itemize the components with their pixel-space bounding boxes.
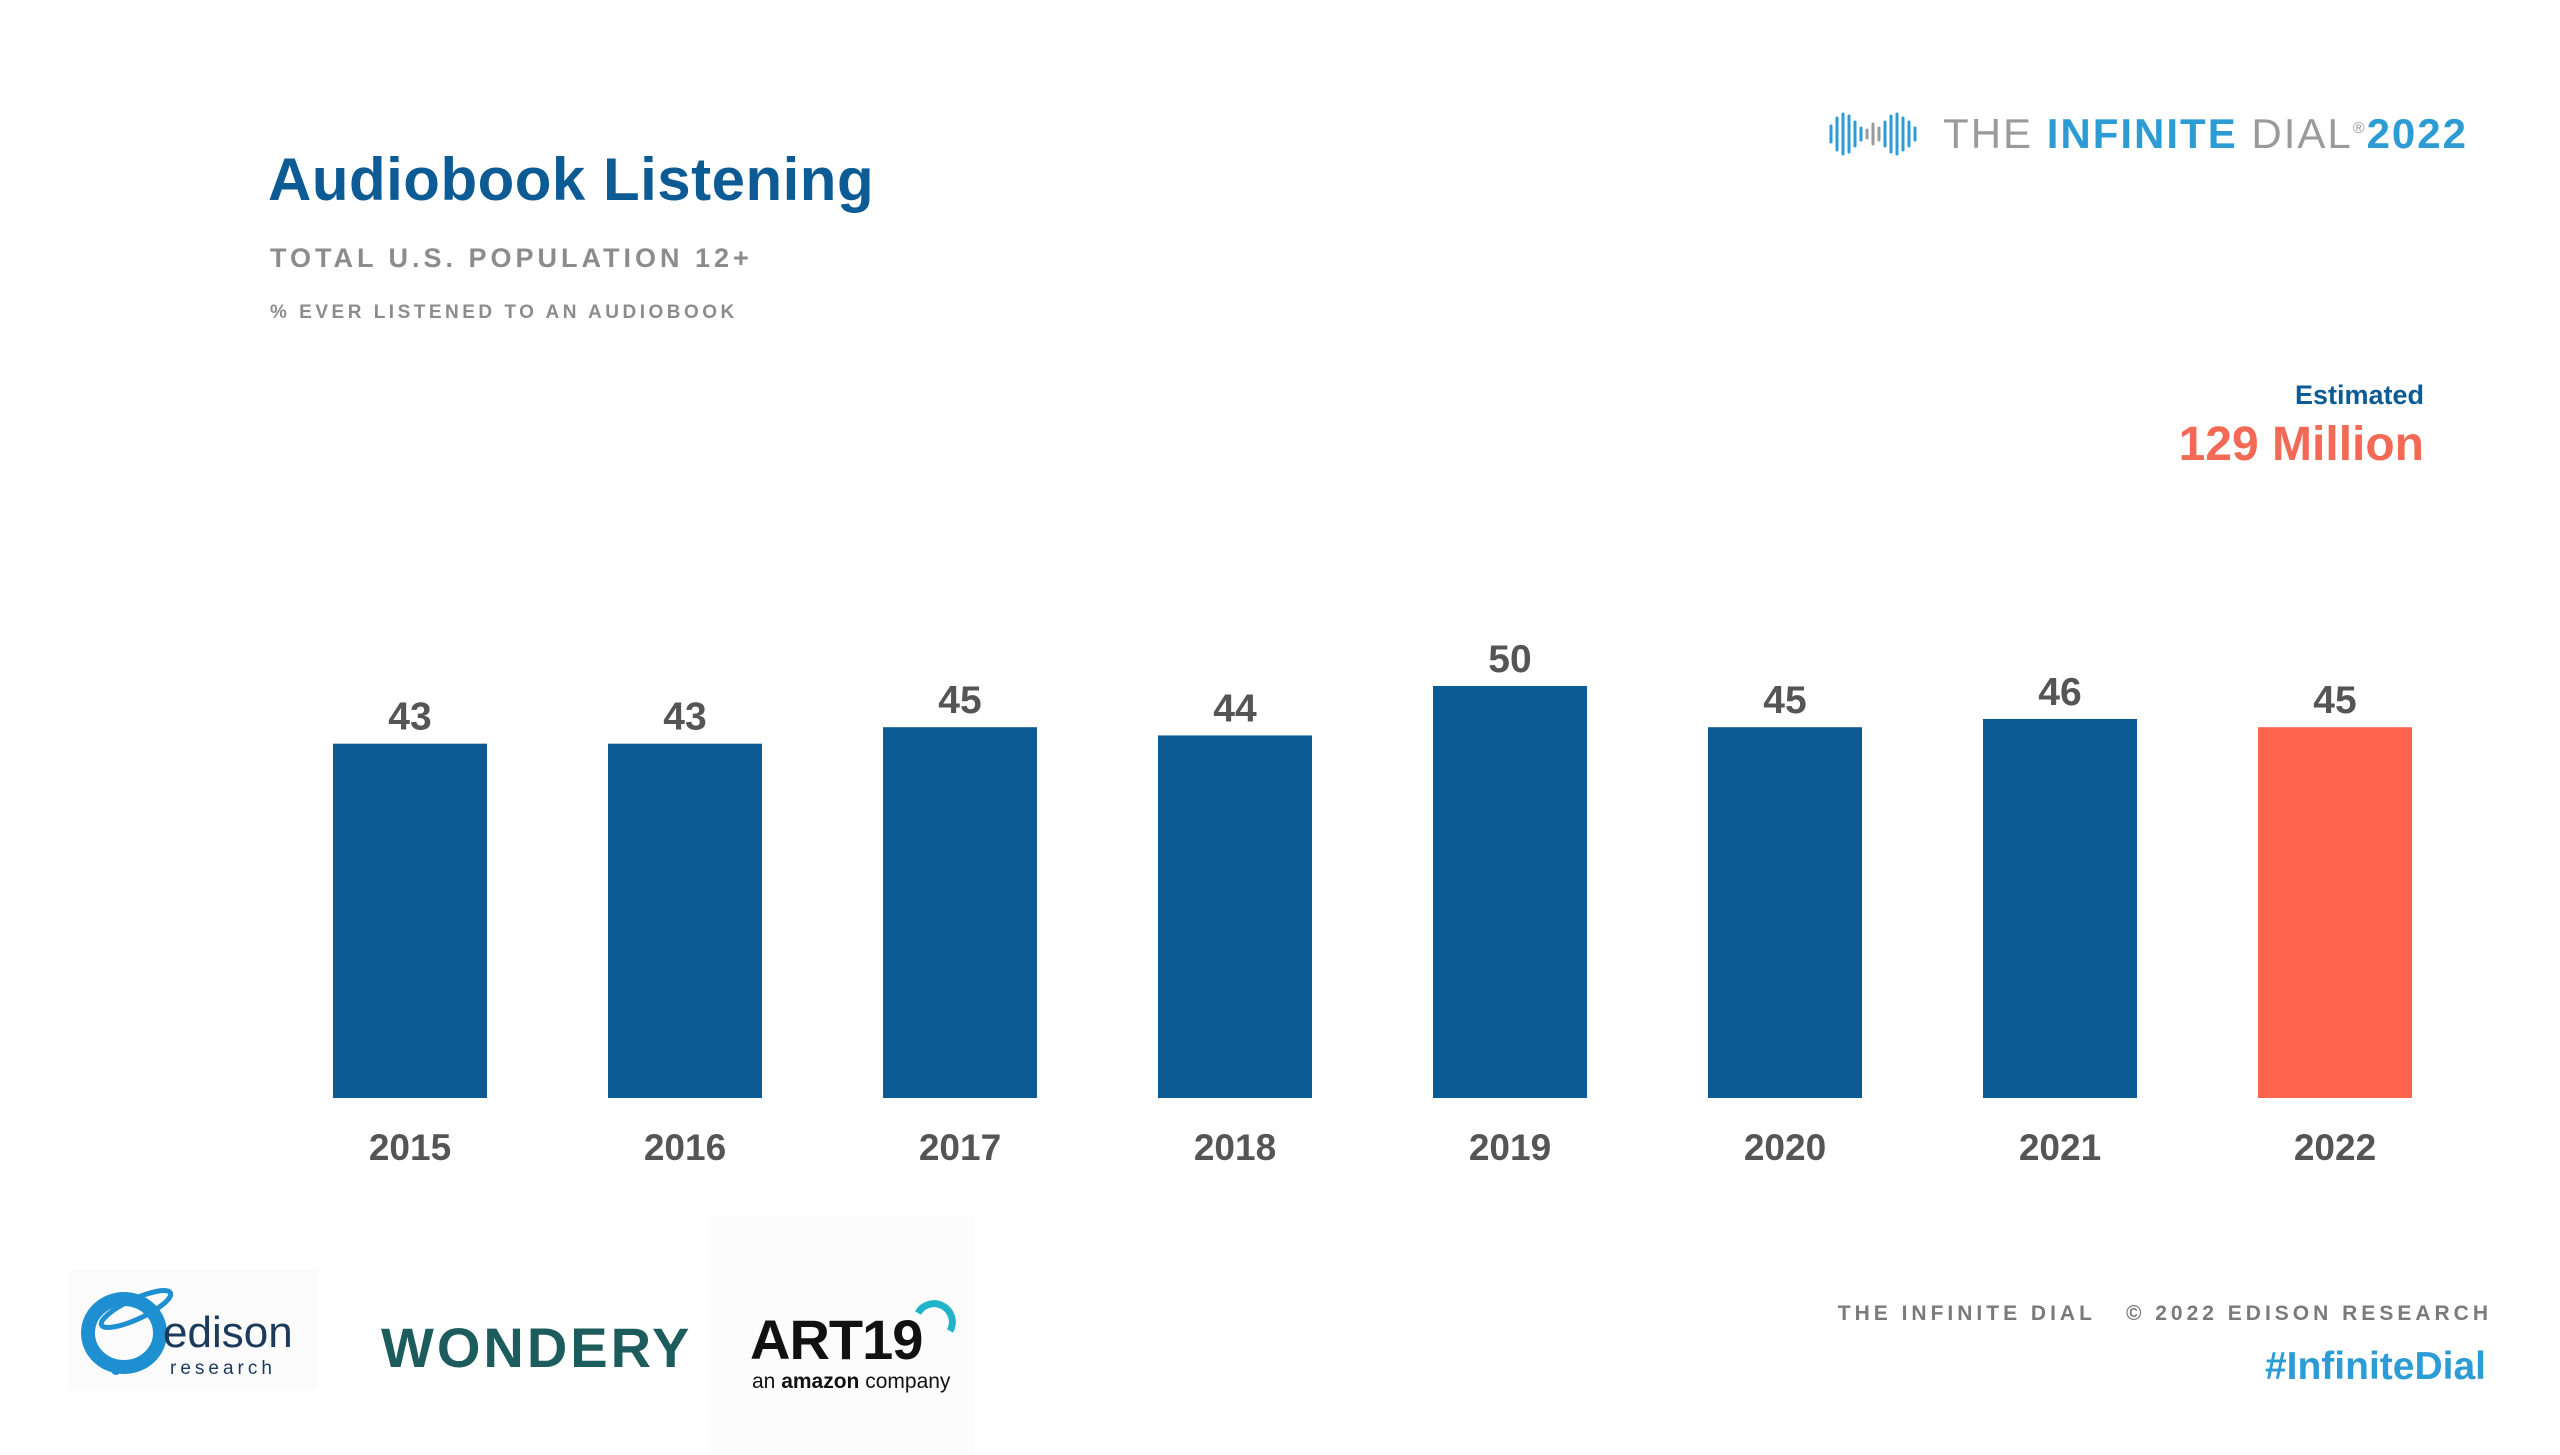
bar-2021 (1983, 718, 2137, 1098)
hashtag-link[interactable]: #InfiniteDial (2264, 1345, 2486, 1388)
art19-wordmark: ART19 (750, 1308, 923, 1371)
edison-subtext: research (170, 1358, 276, 1379)
infinite-dial-logo: THE INFINITE DIAL®2022 (1825, 104, 2468, 164)
estimate-label: Estimated (2294, 380, 2424, 410)
footer-copyright: © 2022 EDISON RESEARCH (2125, 1302, 2492, 1325)
bar-value-label-2020: 45 (1763, 679, 1806, 722)
edison-swirl-icon (81, 1288, 174, 1375)
x-tick-label-2019: 2019 (1469, 1127, 1551, 1168)
x-tick-label-2018: 2018 (1194, 1127, 1276, 1168)
bar-2015 (333, 743, 487, 1098)
bar-2020 (1708, 727, 1862, 1098)
estimate-callout: Estimated 129 Million (2179, 380, 2424, 472)
x-tick-label-2017: 2017 (919, 1127, 1001, 1168)
edison-wordmark: edison (163, 1308, 293, 1357)
chart-subtitle: TOTAL U.S. POPULATION 12+ (270, 243, 753, 273)
x-tick-label-2015: 2015 (369, 1127, 451, 1168)
x-tick-label-2022: 2022 (2294, 1127, 2376, 1168)
infinite-dial-icon (1829, 112, 1917, 156)
bar-value-label-2019: 50 (1488, 638, 1531, 681)
x-tick-label-2020: 2020 (1744, 1127, 1826, 1168)
edison-research-logo: edison research (68, 1270, 318, 1390)
art19-logo: ART19 an amazon company (710, 1215, 975, 1455)
x-tick-label-2021: 2021 (2019, 1127, 2101, 1168)
x-tick-label-2016: 2016 (644, 1127, 726, 1168)
bar-value-label-2021: 46 (2038, 671, 2081, 714)
bar-2018 (1158, 735, 1312, 1098)
bar-value-label-2015: 43 (388, 696, 431, 739)
art19-signal-icon (914, 1300, 956, 1333)
bar-2022 (2258, 727, 2412, 1098)
footer-credits: THE INFINITE DIAL © 2022 EDISON RESEARCH (1838, 1302, 2492, 1326)
bar-2019 (1433, 686, 1587, 1098)
wondery-logo: WONDERY (381, 1316, 693, 1379)
bar-value-label-2016: 43 (663, 696, 706, 739)
page-title: Audiobook Listening (268, 146, 875, 213)
infinite-dial-wordmark: THE INFINITE DIAL®2022 (1943, 110, 2468, 157)
bar-2017 (883, 727, 1037, 1098)
bar-value-label-2017: 45 (938, 679, 981, 722)
bar-value-label-2018: 44 (1213, 687, 1257, 730)
sponsor-logos: edison research WONDERY ART19 an amazon … (68, 1215, 988, 1455)
bar-value-label-2022: 45 (2313, 679, 2356, 722)
estimate-value: 129 Million (2178, 418, 2424, 471)
art19-subtext: an amazon company (752, 1370, 951, 1393)
bar-2016 (608, 743, 762, 1098)
footer-left: THE INFINITE DIAL (1837, 1302, 2096, 1325)
chart-note: % EVER LISTENED TO AN AUDIOBOOK (270, 302, 738, 323)
